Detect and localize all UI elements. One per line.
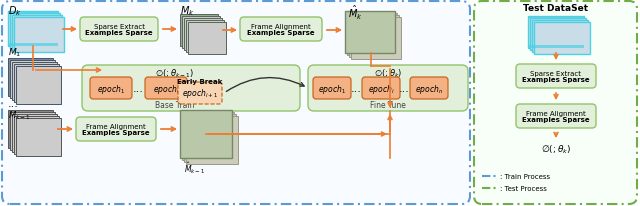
Text: : Test Process: : Test Process: [500, 185, 547, 191]
Text: Examples Sparse: Examples Sparse: [522, 116, 590, 122]
FancyBboxPatch shape: [308, 66, 468, 111]
FancyBboxPatch shape: [76, 117, 156, 141]
Bar: [16, 67, 61, 104]
FancyBboxPatch shape: [362, 78, 400, 99]
Bar: [8, 44, 58, 47]
Text: $M_k$: $M_k$: [180, 4, 195, 18]
Text: Examples Sparse: Examples Sparse: [522, 77, 590, 83]
Bar: [10, 14, 60, 49]
Bar: [534, 23, 590, 55]
Text: ...: ...: [8, 98, 19, 109]
Bar: [347, 14, 397, 56]
FancyBboxPatch shape: [516, 104, 596, 128]
FancyBboxPatch shape: [516, 65, 596, 89]
Text: $\hat{M}_k$: $\hat{M}_k$: [348, 4, 363, 22]
Bar: [182, 112, 234, 160]
Bar: [345, 12, 395, 54]
Text: Sparse Extract: Sparse Extract: [93, 24, 145, 30]
Bar: [14, 65, 59, 103]
Text: Early Break: Early Break: [177, 79, 223, 85]
Text: Examples Sparse: Examples Sparse: [247, 30, 315, 36]
Bar: [180, 15, 218, 47]
Bar: [528, 46, 584, 49]
Text: $epoch_1$: $epoch_1$: [318, 82, 346, 95]
Text: $\emptyset(;\theta_k)$: $\emptyset(;\theta_k)$: [374, 67, 402, 79]
FancyBboxPatch shape: [90, 78, 132, 99]
Text: $\emptyset(;\theta_k)$: $\emptyset(;\theta_k)$: [541, 143, 571, 156]
Text: Fine Tune: Fine Tune: [370, 101, 406, 109]
FancyBboxPatch shape: [410, 78, 448, 99]
Text: $epoch_1$: $epoch_1$: [97, 82, 125, 95]
Text: $M_{k-1}$: $M_{k-1}$: [8, 109, 31, 121]
Bar: [10, 61, 55, 98]
Bar: [184, 19, 222, 51]
FancyBboxPatch shape: [313, 78, 351, 99]
Bar: [188, 23, 226, 55]
Text: $M_1$: $M_1$: [8, 46, 21, 59]
Bar: [530, 19, 586, 51]
Text: $\hat{M}_{k-1}$: $\hat{M}_{k-1}$: [184, 159, 205, 175]
FancyBboxPatch shape: [145, 78, 187, 99]
Bar: [182, 17, 220, 49]
Text: $epoch_i$: $epoch_i$: [367, 82, 394, 95]
Text: Base Train: Base Train: [156, 101, 195, 109]
Text: Examples Sparse: Examples Sparse: [85, 30, 153, 36]
Text: $epoch_{i+1}$: $epoch_{i+1}$: [182, 87, 218, 100]
Bar: [14, 18, 64, 53]
Bar: [528, 17, 584, 49]
Bar: [12, 115, 57, 152]
FancyBboxPatch shape: [240, 18, 322, 42]
Bar: [8, 110, 53, 148]
Bar: [349, 16, 399, 58]
Text: $D_k$: $D_k$: [8, 4, 22, 18]
Bar: [180, 110, 232, 158]
Text: Frame Alignment: Frame Alignment: [526, 110, 586, 116]
Bar: [532, 21, 588, 53]
Bar: [12, 16, 62, 51]
Text: Test DataSet: Test DataSet: [524, 4, 589, 13]
Bar: [186, 116, 238, 164]
Text: $epoch_i$: $epoch_i$: [153, 82, 179, 95]
Text: Frame Alignment: Frame Alignment: [251, 24, 311, 30]
Bar: [16, 118, 61, 156]
Bar: [528, 17, 584, 20]
FancyBboxPatch shape: [82, 66, 300, 111]
Text: Frame Alignment: Frame Alignment: [86, 123, 146, 129]
Text: Sparse Extract: Sparse Extract: [531, 71, 582, 77]
Text: : Train Process: : Train Process: [500, 173, 550, 179]
FancyBboxPatch shape: [474, 2, 637, 204]
Bar: [180, 110, 232, 158]
Text: ...: ...: [132, 84, 143, 94]
FancyBboxPatch shape: [178, 83, 222, 104]
Text: ...: ...: [399, 84, 410, 94]
FancyBboxPatch shape: [80, 18, 158, 42]
Bar: [186, 21, 224, 53]
Bar: [184, 115, 236, 162]
Bar: [351, 18, 401, 60]
Bar: [345, 12, 395, 54]
Text: $\emptyset(;\theta_{k-1})$: $\emptyset(;\theta_{k-1})$: [156, 67, 195, 79]
FancyBboxPatch shape: [2, 2, 470, 204]
Bar: [12, 63, 57, 101]
Text: ...: ...: [351, 84, 362, 94]
Bar: [8, 12, 58, 47]
Bar: [8, 12, 58, 15]
Bar: [10, 112, 55, 150]
Text: Examples Sparse: Examples Sparse: [82, 129, 150, 135]
Bar: [8, 59, 53, 97]
Bar: [14, 116, 59, 154]
Text: $epoch_n$: $epoch_n$: [415, 82, 443, 95]
